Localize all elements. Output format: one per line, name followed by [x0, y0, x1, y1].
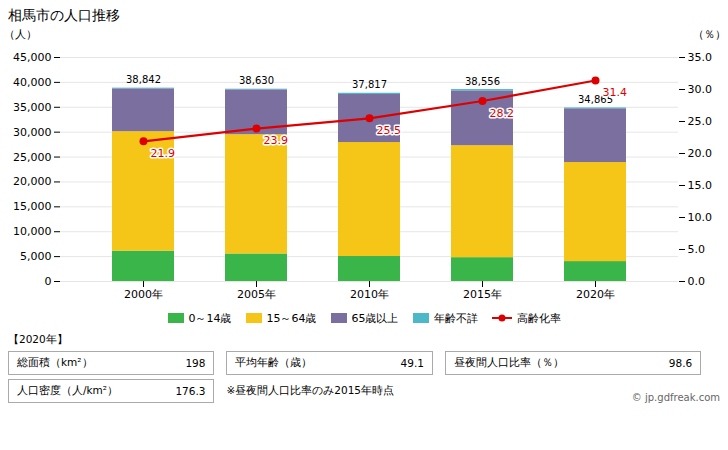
svg-text:10,000: 10,000: [13, 225, 52, 238]
svg-text:40,000: 40,000: [13, 76, 52, 89]
html-text:昼夜間人口比率（％）: 昼夜間人口比率（％）: [453, 356, 564, 368]
svg-text:2005年: 2005年: [237, 288, 276, 301]
html-text:年齢不詳: 年齢不詳: [433, 311, 478, 325]
html-text:98.6: 98.6: [668, 357, 693, 369]
svg-text:35,000: 35,000: [13, 101, 52, 114]
html-text:65歳以上: 65歳以上: [351, 311, 399, 325]
svg-text:35.0: 35.0: [688, 51, 713, 64]
html-text:【2020年】: 【2020年】: [8, 333, 68, 345]
html-text:176.3: 176.3: [175, 385, 206, 397]
svg-text:23.9: 23.9: [264, 134, 289, 147]
html-text:総面積（km²）: 総面積（km²）: [17, 356, 93, 368]
html-text:198: 198: [185, 357, 206, 369]
svg-text:（％）: （％）: [693, 28, 726, 41]
svg-text:38,842: 38,842: [126, 74, 161, 85]
svg-text:20.0: 20.0: [688, 147, 713, 160]
html-text:15～64歳: 15～64歳: [266, 311, 317, 325]
svg-text:38,556: 38,556: [465, 76, 500, 87]
svg-text:25.0: 25.0: [688, 115, 713, 128]
svg-text:15.0: 15.0: [688, 179, 713, 192]
html-text:人口密度（人/km²）: 人口密度（人/km²）: [17, 384, 119, 396]
svg-text:10.0: 10.0: [688, 211, 713, 224]
svg-text:38,630: 38,630: [239, 75, 274, 86]
svg-text:2020年: 2020年: [576, 288, 615, 301]
svg-text:0: 0: [45, 275, 52, 288]
svg-text:25,000: 25,000: [13, 151, 52, 164]
html-text:49.1: 49.1: [400, 357, 424, 369]
svg-text:30,000: 30,000: [13, 126, 52, 139]
html-text:0～14歳: 0～14歳: [188, 311, 232, 325]
svg-text:20,000: 20,000: [13, 175, 52, 188]
svg-text:34,865: 34,865: [578, 94, 613, 106]
html-text:高齢化率: 高齢化率: [516, 311, 561, 325]
html-text:相馬市の人口推移: 相馬市の人口推移: [8, 7, 120, 23]
svg-text:30.0: 30.0: [688, 83, 713, 96]
svg-text:0.0: 0.0: [688, 275, 706, 288]
html-text:※昼夜間人口比率のみ2015年時点: ※昼夜間人口比率のみ2015年時点: [226, 384, 394, 396]
svg-text:37,817: 37,817: [352, 79, 387, 90]
svg-text:2015年: 2015年: [463, 288, 502, 301]
html-text:© jp.gdfreak.com: © jp.gdfreak.com: [631, 392, 720, 403]
svg-text:2000年: 2000年: [124, 288, 163, 301]
svg-text:28.2: 28.2: [490, 107, 515, 120]
svg-text:31.4: 31.4: [603, 86, 628, 99]
svg-text:25.5: 25.5: [377, 124, 402, 137]
svg-text:45,000: 45,000: [13, 51, 52, 64]
svg-text:21.9: 21.9: [151, 147, 176, 160]
html-text:平均年齢（歳）: 平均年齢（歳）: [235, 356, 313, 368]
svg-text:2010年: 2010年: [350, 288, 389, 301]
svg-text:5.0: 5.0: [688, 243, 706, 256]
svg-text:（人）: （人）: [4, 28, 37, 41]
svg-text:5,000: 5,000: [20, 250, 52, 263]
svg-text:15,000: 15,000: [13, 200, 52, 213]
